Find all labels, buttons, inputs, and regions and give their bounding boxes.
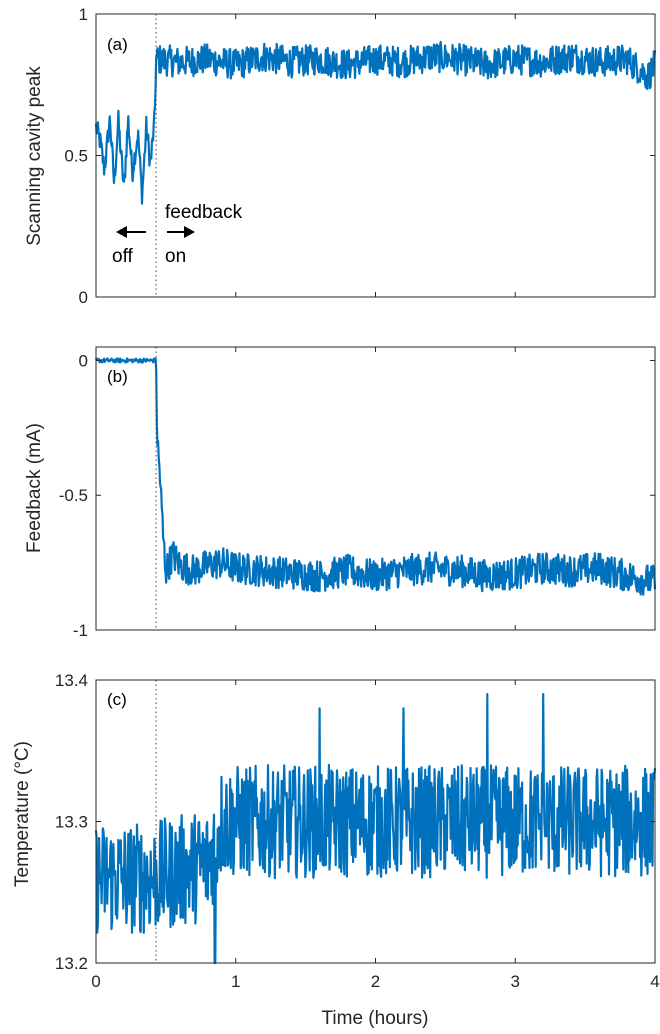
panel-b: Feedback (mA) (b) -1 -0.5 0 (24, 346, 657, 640)
panel-c-label: (c) (107, 690, 127, 709)
y-tick-label: -1 (73, 621, 88, 640)
panel-b-label: (b) (107, 367, 128, 386)
feedback-annotation: feedback (165, 202, 243, 223)
panel-a-label: (a) (107, 35, 128, 54)
panel-a: Scanning cavity peak (a) feedback off on… (24, 5, 657, 307)
on-annotation: on (165, 246, 186, 267)
y-tick-label: -0.5 (59, 486, 88, 505)
panel-c-ylabel: Temperature (°C) (12, 741, 33, 887)
off-arrow (116, 226, 146, 238)
x-tick-label: 1 (231, 972, 240, 991)
y-tick-label: 1 (79, 5, 88, 24)
data-series-line (94, 357, 657, 596)
y-tick-label: 0.5 (64, 147, 88, 166)
x-axis-label: Time (hours) (322, 1008, 429, 1029)
x-tick-label: 4 (650, 972, 659, 991)
panel-c: Temperature (°C) (c) Time (hours) 0 1 2 3 4 1… (12, 671, 660, 1029)
off-annotation: off (112, 246, 134, 267)
panel-b-ylabel: Feedback (mA) (24, 423, 45, 553)
on-arrow (167, 226, 195, 238)
data-series-line (94, 40, 657, 205)
y-tick-label: 13.3 (55, 813, 88, 832)
y-tick-label: 0 (79, 288, 88, 307)
panel-a-ylabel: Scanning cavity peak (24, 66, 45, 246)
y-tick-label: 13.2 (55, 954, 88, 973)
y-tick-label: 0 (79, 351, 88, 370)
y-tick-label: 13.4 (55, 671, 88, 690)
x-tick-label: 2 (371, 972, 380, 991)
data-series-line (94, 693, 657, 965)
x-tick-label: 0 (91, 972, 100, 991)
x-tick-label: 3 (511, 972, 520, 991)
